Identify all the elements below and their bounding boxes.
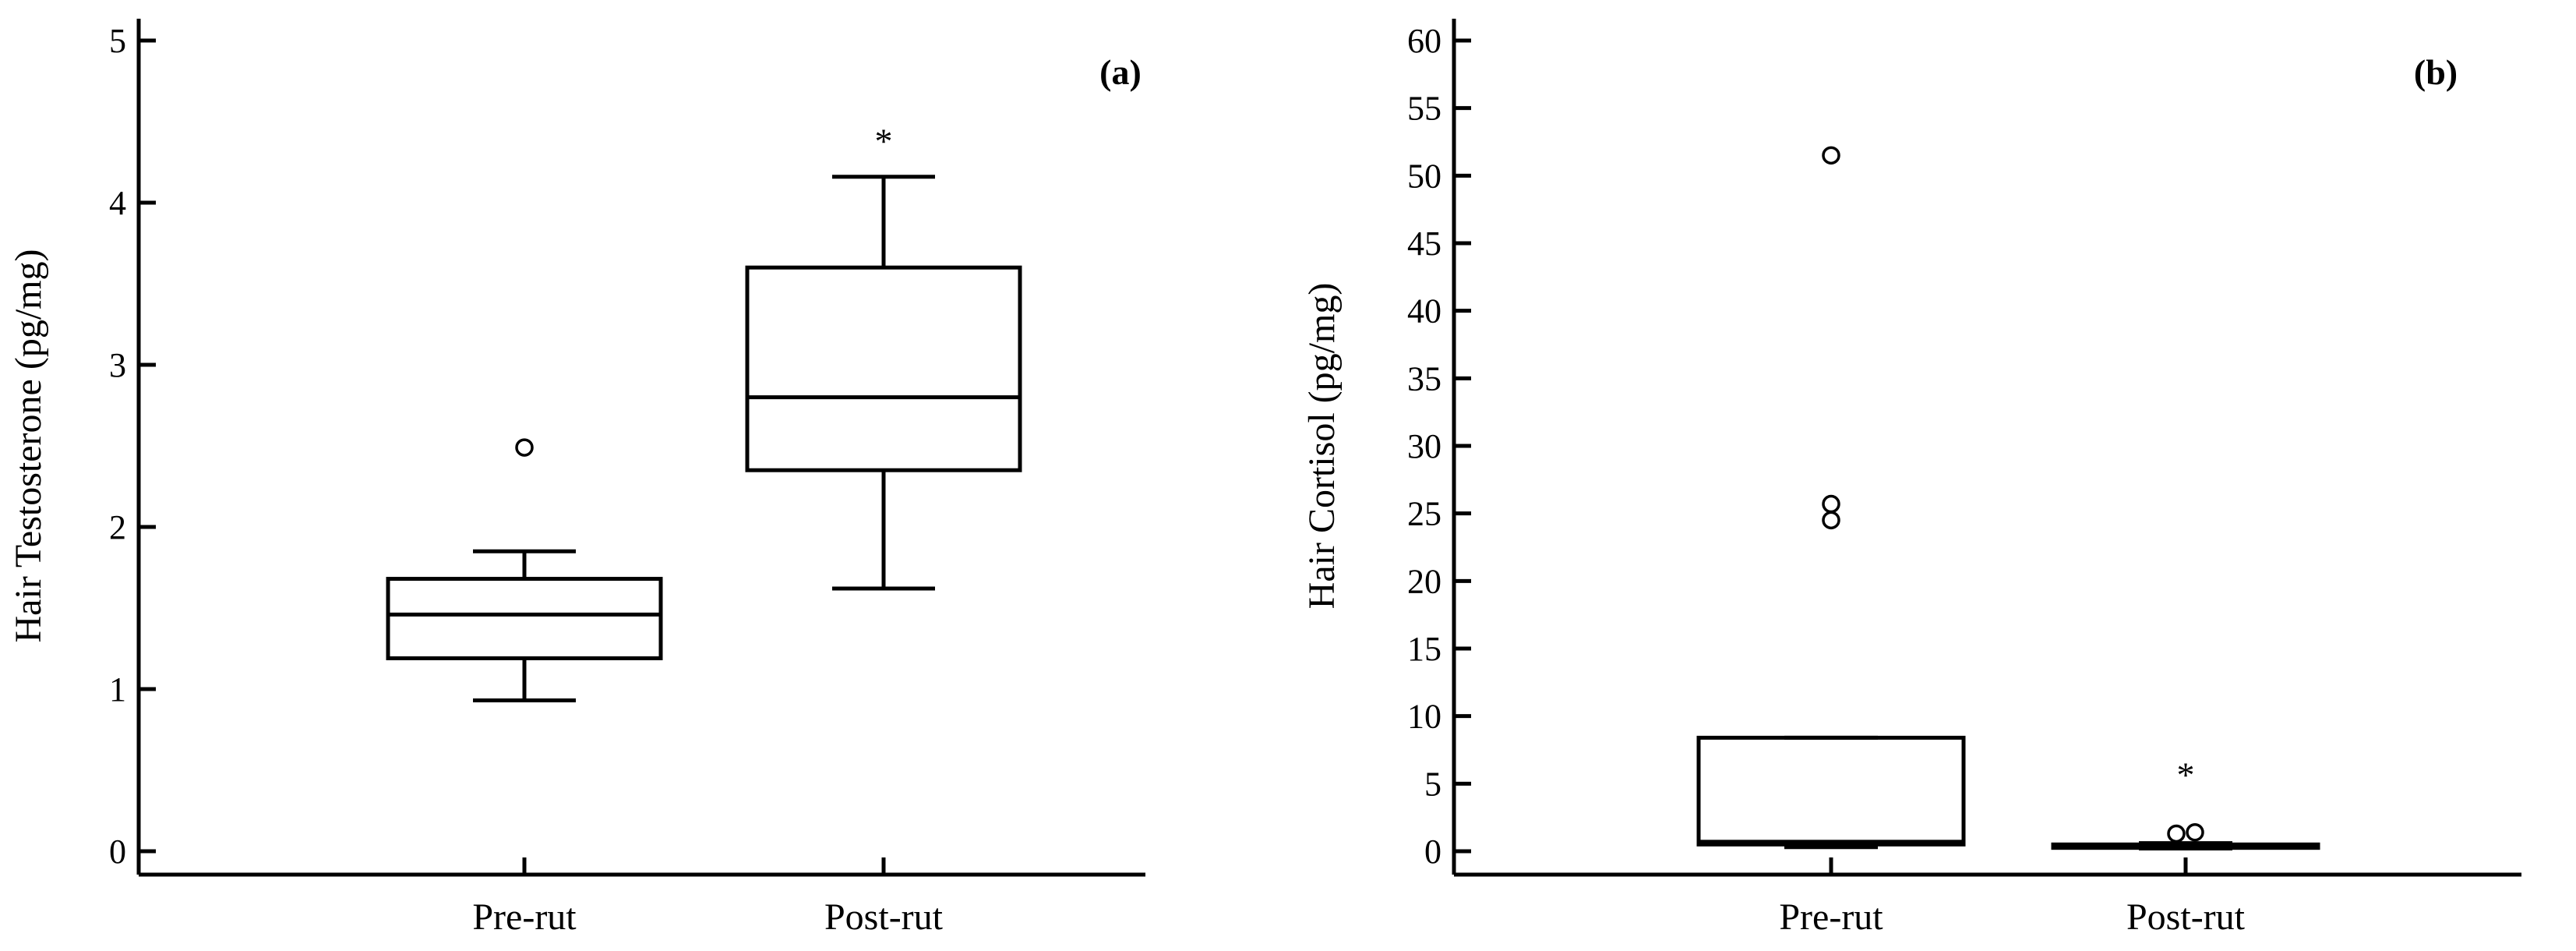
panel-a-y-tick-label: 3 xyxy=(109,346,126,384)
panel-b-y-tick-label: 10 xyxy=(1407,698,1442,736)
panel-a-box-1 xyxy=(745,265,1022,472)
panel-b-y-tick-label: 15 xyxy=(1407,630,1442,668)
panel-a-y-tick-label: 2 xyxy=(109,508,126,546)
panel-a-y-tick-label: 0 xyxy=(109,833,126,871)
panel-b-y-tick-label: 30 xyxy=(1407,427,1442,465)
panel-b-y-tick-label: 50 xyxy=(1407,157,1442,195)
panel-a-x-tick-label: Pre-rut xyxy=(472,896,577,938)
panel-b-y-tick-label: 35 xyxy=(1407,359,1442,398)
panel-a-x-tick-label: Post-rut xyxy=(824,896,944,938)
panel-b-y-tick-label: 40 xyxy=(1407,292,1442,331)
panel-b-y-tick-label: 20 xyxy=(1407,562,1442,600)
panel-a-box-0 xyxy=(386,577,663,660)
panel-b-outlier-point xyxy=(2167,824,2186,843)
panel-a-significance-mark: * xyxy=(875,122,893,161)
panel-a-y-axis-title: Hair Testosterone (pg/mg) xyxy=(8,249,49,643)
panel-b-y-tick-label: 5 xyxy=(1424,765,1442,803)
panel-b-outlier-point xyxy=(1822,494,1840,514)
panel-a-y-tick-label: 4 xyxy=(109,184,126,222)
panel-b-box-0 xyxy=(1696,735,1966,847)
panel-b-panel-label: (b) xyxy=(2414,52,2458,92)
panel-b-outlier-point xyxy=(2186,822,2204,842)
panel-b-y-tick-label: 45 xyxy=(1407,224,1442,263)
panel-b-y-tick-label: 0 xyxy=(1424,833,1442,871)
panel-a-y-tick-label: 5 xyxy=(109,22,126,60)
panel-a-outlier-point xyxy=(515,438,534,457)
panel-b-y-axis-title: Hair Cortisol (pg/mg) xyxy=(1301,283,1343,610)
panel-b-y-tick-label: 25 xyxy=(1407,495,1442,533)
panel-b-significance-mark: * xyxy=(2177,755,2195,795)
panel-b-x-tick-label: Pre-rut xyxy=(1779,896,1883,938)
panel-a-panel-label: (a) xyxy=(1099,52,1142,92)
panel-b-outlier-point xyxy=(1822,511,1840,530)
panel-a-y-tick-label: 1 xyxy=(109,670,126,709)
panel-b-outlier-point xyxy=(1822,146,1840,165)
panel-b-y-tick-label: 55 xyxy=(1407,90,1442,128)
panel-b-y-tick-label: 60 xyxy=(1407,22,1442,60)
panel-b-x-tick-label: Post-rut xyxy=(2126,896,2246,938)
